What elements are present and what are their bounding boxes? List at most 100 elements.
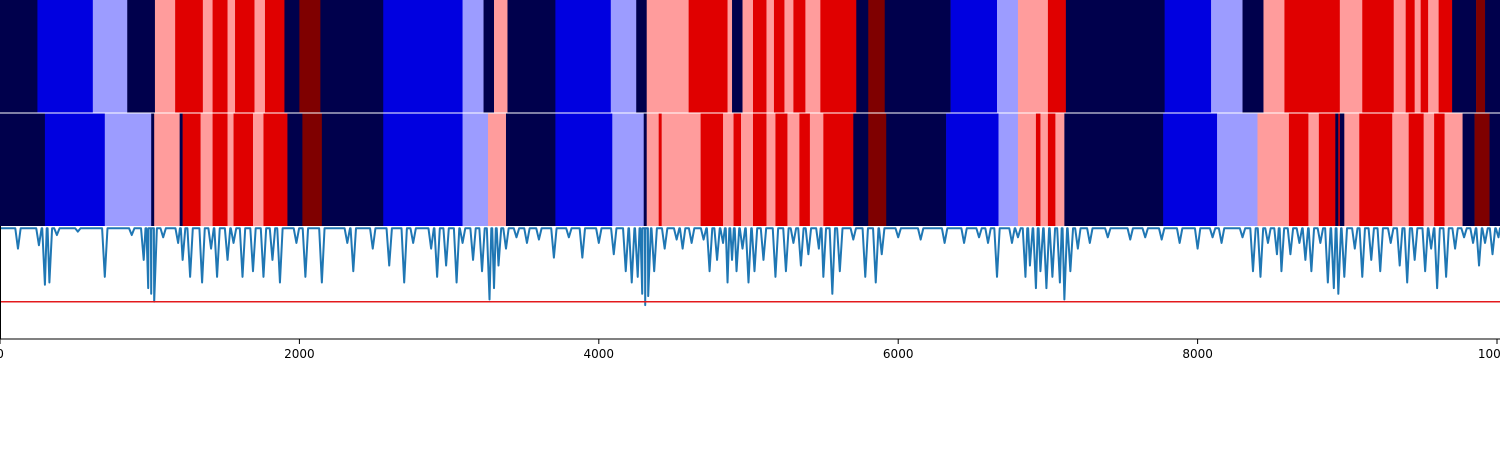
state-segment (1035, 113, 1041, 226)
state-segment (0, 0, 38, 113)
state-segment (1211, 0, 1243, 113)
state-segment (1362, 0, 1395, 113)
x-tick-label: 4000 (584, 347, 615, 361)
state-segment (320, 0, 384, 113)
state-segment (462, 0, 484, 113)
state-segment (997, 0, 1019, 113)
state-segment (787, 113, 800, 226)
state-segment (252, 113, 264, 226)
state-segment (1444, 113, 1463, 226)
state-segment (227, 113, 234, 226)
state-segment (1047, 0, 1067, 113)
state-segment (555, 113, 613, 226)
state-segment (805, 0, 821, 113)
state-segment (1335, 113, 1339, 226)
state-segment (1064, 113, 1164, 226)
state-segment (1434, 113, 1445, 226)
state-segment (1017, 0, 1049, 113)
state-segment (383, 0, 463, 113)
state-segment (227, 0, 236, 113)
state-segment (233, 113, 254, 226)
state-segment (612, 113, 645, 226)
state-segment (1392, 113, 1409, 226)
state-segment (182, 113, 201, 226)
state-segment (264, 0, 285, 113)
state-segment (235, 0, 255, 113)
state-segment (1476, 0, 1486, 113)
state-segment (1308, 113, 1320, 226)
state-segment (287, 113, 303, 226)
state-segment (321, 113, 384, 226)
state-segment (127, 0, 156, 113)
state-segment (1462, 113, 1475, 226)
state-segment (505, 113, 556, 226)
state-segment (37, 0, 94, 113)
state-strip-top (0, 0, 1500, 113)
state-segment (1438, 0, 1453, 113)
state-segment (752, 0, 767, 113)
state-segment (636, 0, 648, 113)
state-segment (299, 0, 321, 113)
state-segment (820, 0, 857, 113)
state-segment (1405, 0, 1415, 113)
state-segment (1489, 113, 1500, 226)
state-segment (302, 113, 323, 226)
state-segment (1420, 0, 1429, 113)
state-segment (784, 0, 794, 113)
state-segment (494, 0, 508, 113)
state-segment (254, 0, 266, 113)
state-segment (1163, 113, 1218, 226)
state-segment (741, 113, 754, 226)
state-segment (104, 113, 152, 226)
state-segment (1338, 113, 1341, 226)
state-segment (766, 113, 776, 226)
state-segment (773, 0, 785, 113)
state-segment (1393, 0, 1406, 113)
state-segment (1318, 113, 1336, 226)
state-segment (688, 0, 728, 113)
state-segment (856, 0, 869, 113)
state-segment (1055, 113, 1065, 226)
state-segment (1359, 113, 1393, 226)
state-segment (1047, 113, 1056, 226)
state-segment (752, 113, 767, 226)
state-segment (1217, 113, 1258, 226)
state-segment (1452, 0, 1477, 113)
x-tick-label: 10000 (1478, 347, 1500, 361)
state-segment (92, 0, 128, 113)
state-segment (1428, 0, 1439, 113)
x-tick-label: 6000 (883, 347, 914, 361)
state-segment (793, 0, 806, 113)
state-segment (1284, 0, 1341, 113)
state-segment (723, 113, 734, 226)
state-segment (154, 0, 176, 113)
state-segment (853, 113, 869, 226)
state-segment (1263, 0, 1285, 113)
state-segment (766, 0, 775, 113)
state-segment (483, 0, 495, 113)
state-segment (488, 113, 507, 226)
state-segment (462, 113, 489, 226)
state-segment (1474, 113, 1490, 226)
state-segment (1344, 113, 1360, 226)
state-segment (507, 0, 556, 113)
state-segment (946, 113, 999, 226)
state-segment (998, 113, 1019, 226)
x-tick-label: 0 (0, 347, 4, 361)
state-segment (658, 113, 662, 226)
state-segment (1257, 113, 1290, 226)
state-segment (1164, 0, 1212, 113)
state-segment (643, 113, 648, 226)
state-segment (202, 0, 213, 113)
state-segment (742, 0, 754, 113)
state-segment (179, 113, 183, 226)
state-segment (799, 113, 811, 226)
state-segment (610, 0, 637, 113)
state-segment (661, 113, 701, 226)
state-segment (1288, 113, 1309, 226)
state-segment (212, 113, 228, 226)
state-segment (727, 0, 733, 113)
state-segment (1065, 0, 1165, 113)
